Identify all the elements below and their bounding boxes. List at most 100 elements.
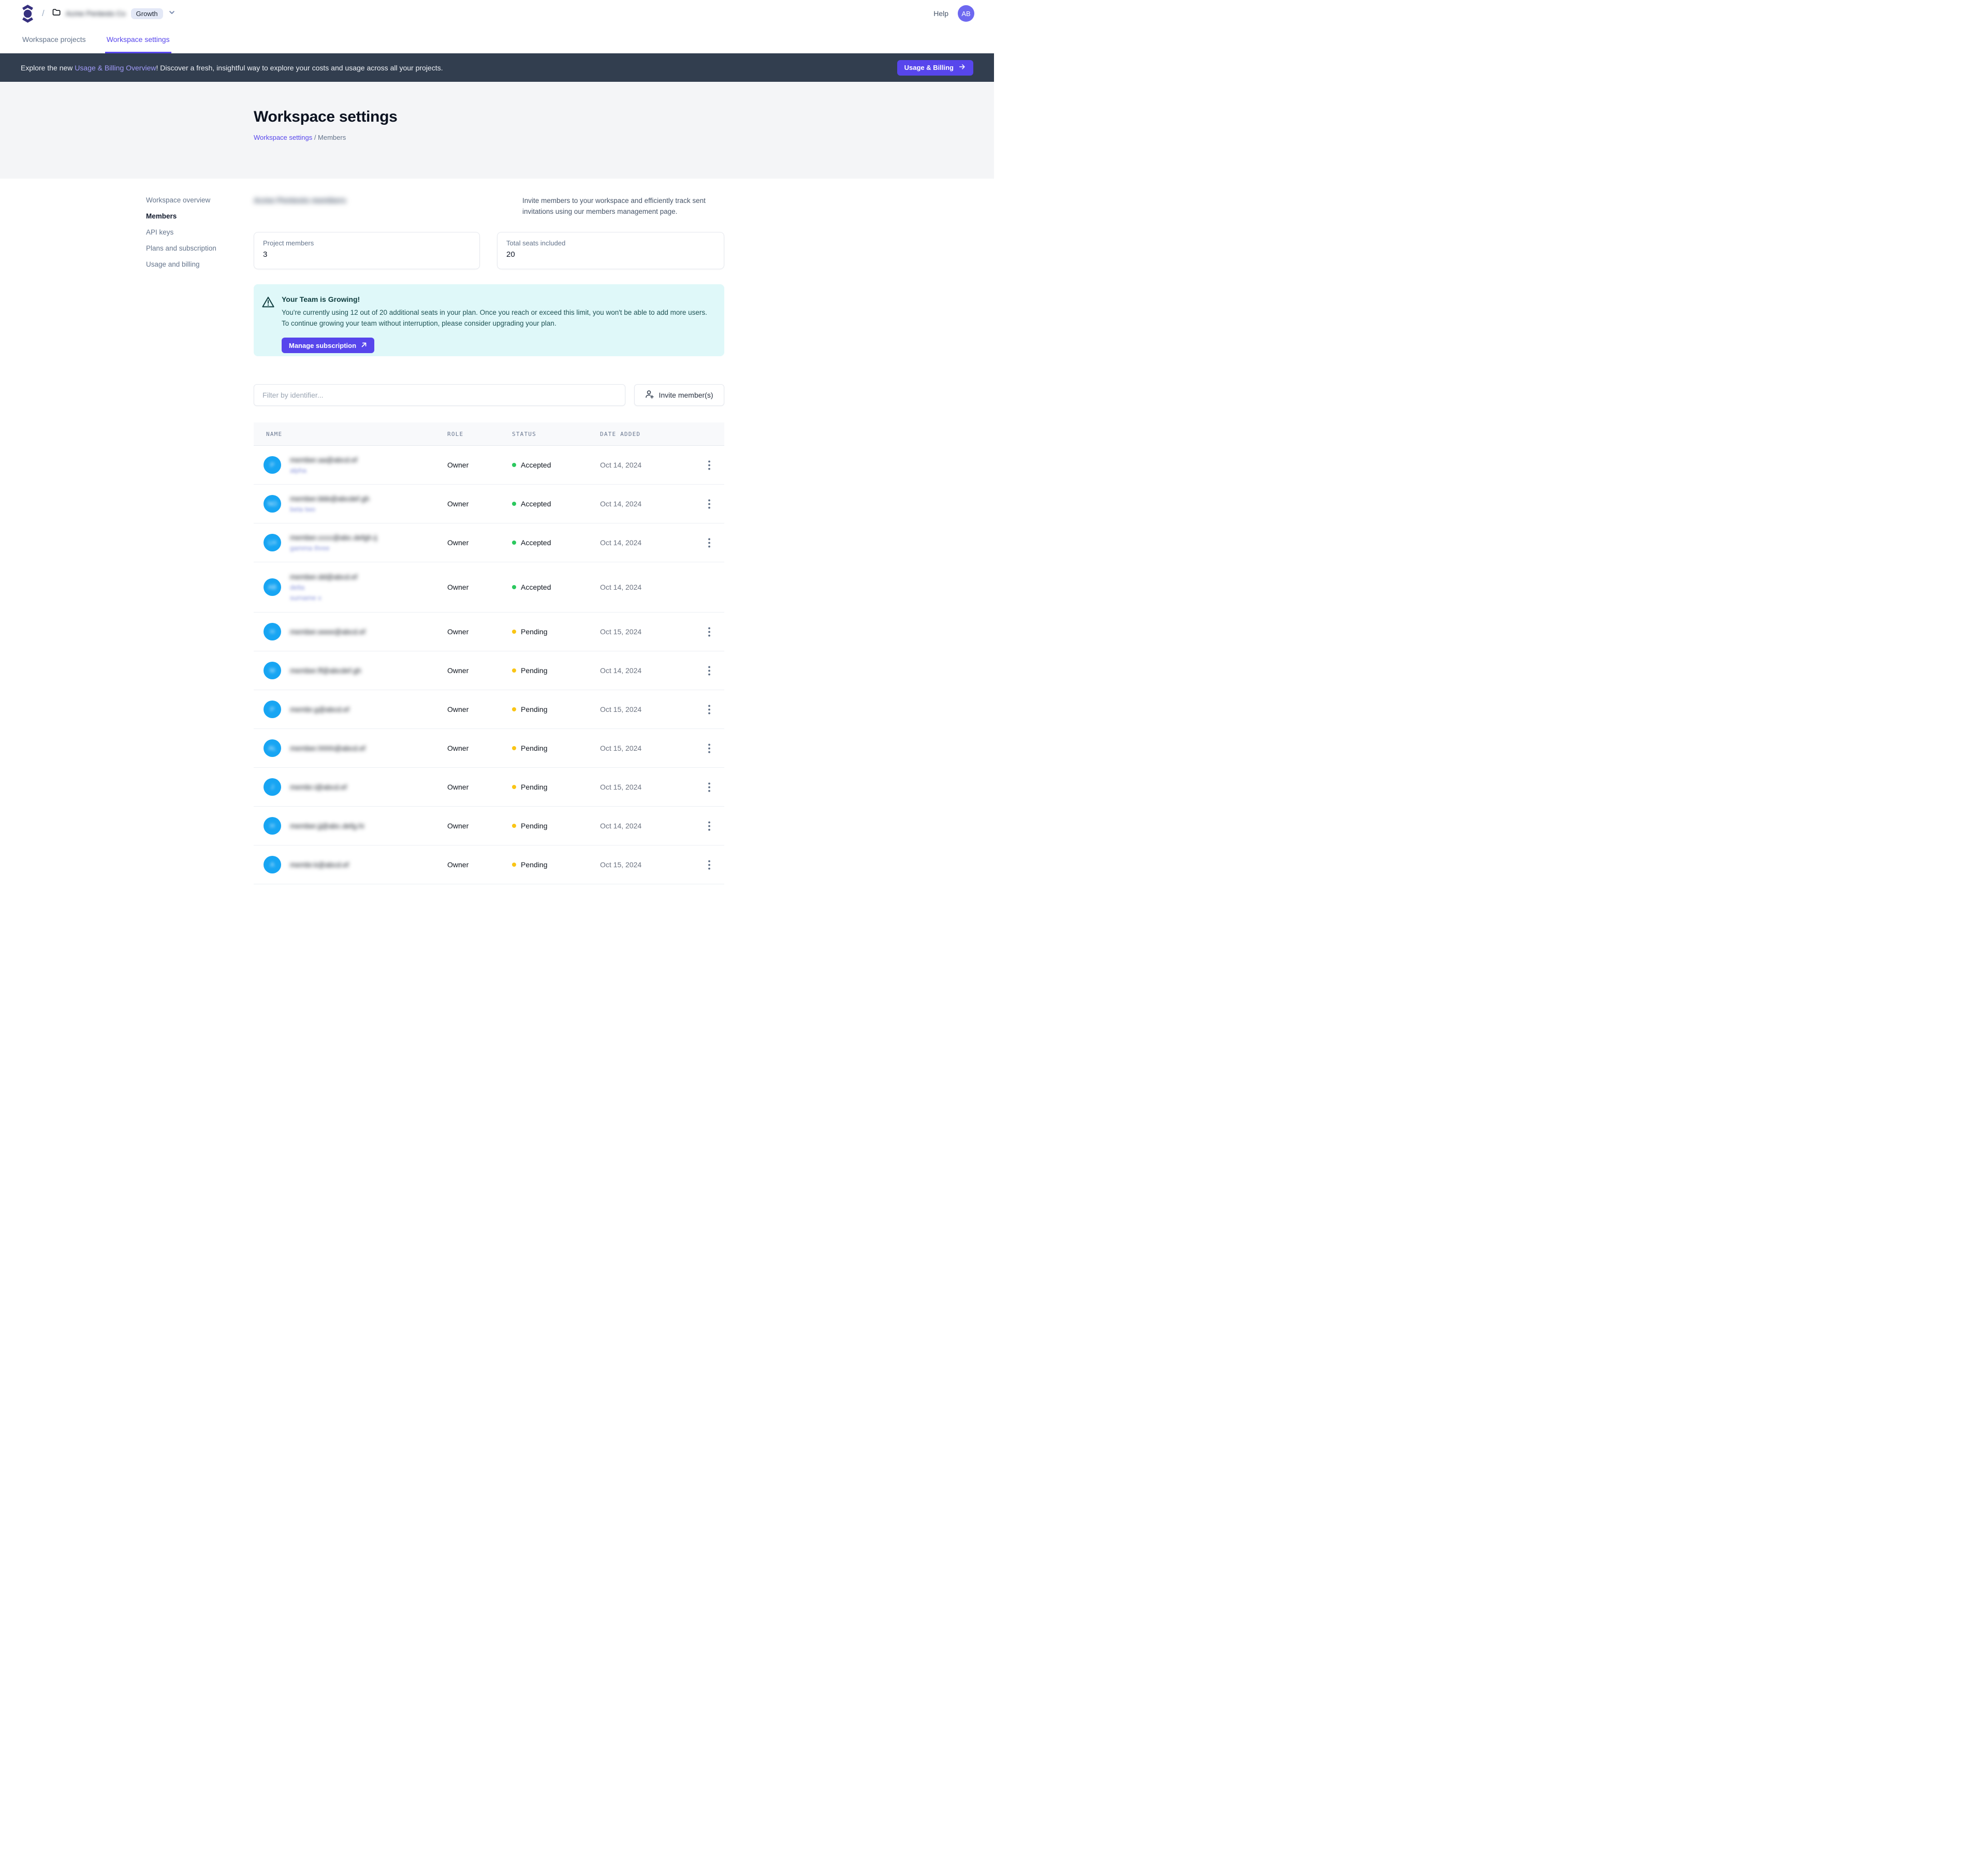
member-email: member.cccc@abc.defgh.ij — [290, 533, 377, 542]
usage-billing-button[interactable]: Usage & Billing — [897, 60, 973, 76]
breadcrumb: Workspace settings / Members — [254, 134, 346, 141]
member-name-link[interactable]: gamma three — [290, 544, 330, 552]
members-table-header: NAME ROLE STATUS DATE ADDED — [254, 422, 724, 446]
breadcrumb-settings-link[interactable]: Workspace settings — [254, 134, 313, 141]
member-avatar: M — [264, 662, 281, 679]
member-date-added: Oct 15, 2024 — [600, 705, 642, 713]
member-email: member.hhhh@abcd.ef — [290, 744, 366, 752]
sidebar-item-members[interactable]: Members — [146, 212, 177, 220]
status-dot-icon — [512, 824, 516, 828]
member-status: Pending — [512, 744, 600, 752]
user-avatar[interactable]: AB — [958, 5, 974, 22]
chevron-down-icon[interactable] — [168, 9, 176, 19]
total-seats-card: Total seats included 20 — [497, 232, 724, 269]
member-email: membr.i@abcd.ef — [290, 783, 347, 791]
member-name-link[interactable]: beta two — [290, 505, 316, 513]
member-name-link[interactable]: delta — [290, 584, 305, 591]
alert-body: You're currently using 12 out of 20 addi… — [282, 309, 707, 327]
member-email: member.eeee@abcd.ef — [290, 628, 366, 636]
alert-title: Your Team is Growing! — [282, 295, 360, 303]
row-menu-button[interactable] — [704, 741, 715, 755]
page-hero: Workspace settings Workspace settings / … — [0, 82, 994, 179]
member-role: Owner — [447, 783, 469, 791]
warning-icon — [261, 295, 275, 356]
project-members-card: Project members 3 — [254, 232, 480, 269]
member-status: Pending — [512, 822, 600, 830]
row-menu-button[interactable] — [704, 458, 715, 472]
member-name-cell: J membr.i@abcd.ef — [254, 778, 447, 796]
member-name-link[interactable]: surname x — [290, 594, 321, 602]
row-menu-button[interactable] — [704, 625, 715, 638]
member-avatar: H — [264, 623, 281, 640]
member-name-link[interactable]: alpha — [290, 466, 306, 474]
table-row: LH member.cccc@abc.defgh.ij gamma three … — [254, 523, 724, 562]
member-email: membr.g@abcd.ef — [290, 705, 349, 713]
member-role: Owner — [447, 538, 469, 547]
sidebar-item-workspace-overview[interactable]: Workspace overview — [146, 196, 211, 204]
tab-workspace-settings[interactable]: Workspace settings — [105, 27, 171, 53]
member-role: Owner — [447, 583, 469, 591]
filter-input[interactable] — [254, 384, 625, 406]
manage-subscription-button[interactable]: Manage subscription — [282, 338, 375, 353]
arrow-up-right-icon — [361, 342, 367, 349]
settings-nav: Workspace overview Members API keys Plan… — [146, 195, 239, 275]
member-name-cell: P member.aa@abcd.ef alpha — [254, 456, 447, 474]
row-menu-button[interactable] — [704, 780, 715, 794]
workspace-switcher[interactable]: Acme Pentests Co Growth — [52, 8, 176, 19]
member-role: Owner — [447, 500, 469, 508]
status-dot-icon — [512, 785, 516, 789]
invite-members-button[interactable]: Invite member(s) — [634, 384, 724, 406]
card-label: Total seats included — [506, 239, 566, 247]
member-role: Owner — [447, 861, 469, 869]
row-menu-button[interactable] — [704, 536, 715, 549]
members-table-body: P member.aa@abcd.ef alpha Owner Accepted… — [254, 446, 724, 884]
team-growing-alert: Your Team is Growing! You're currently u… — [254, 284, 724, 356]
row-menu-button[interactable] — [704, 664, 715, 677]
member-status: Accepted — [512, 583, 600, 591]
card-label: Project members — [263, 239, 314, 247]
breadcrumb-current: Members — [318, 134, 346, 141]
member-status: Pending — [512, 783, 600, 791]
member-name-cell: NO member.bbb@abcdef.gh beta two — [254, 494, 447, 513]
app-logo-icon[interactable] — [21, 4, 34, 23]
status-dot-icon — [512, 630, 516, 634]
member-avatar: AB — [264, 578, 281, 596]
member-status: Pending — [512, 705, 600, 713]
row-menu-button[interactable] — [704, 819, 715, 833]
status-dot-icon — [512, 746, 516, 750]
sidebar-item-plans-subscription[interactable]: Plans and subscription — [146, 244, 216, 252]
column-header-role: ROLE — [447, 430, 464, 438]
row-menu-button[interactable] — [704, 703, 715, 716]
row-menu-button[interactable] — [704, 497, 715, 511]
table-row: AB member.dd@abcd.ef delta surname x Owne… — [254, 562, 724, 613]
sidebar-item-api-keys[interactable]: API keys — [146, 228, 174, 236]
row-menu-button[interactable] — [704, 858, 715, 871]
status-dot-icon — [512, 668, 516, 673]
member-name-cell: H member.jj@abc.defg.hi — [254, 817, 447, 835]
usage-billing-overview-link[interactable]: Usage & Billing Overview — [75, 63, 156, 72]
member-name-cell: AB member.dd@abcd.ef delta surname x — [254, 573, 447, 602]
sidebar-item-usage-billing[interactable]: Usage and billing — [146, 260, 200, 268]
help-link[interactable]: Help — [933, 9, 948, 18]
table-row: M member.ff@abcdef.gh Owner Pending Oct … — [254, 651, 724, 690]
member-avatar: P — [264, 456, 281, 474]
member-role: Owner — [447, 461, 469, 469]
member-role: Owner — [447, 666, 469, 675]
member-date-added: Oct 14, 2024 — [600, 500, 642, 508]
member-date-added: Oct 14, 2024 — [600, 666, 642, 675]
member-role: Owner — [447, 705, 469, 713]
banner-text: Explore the new Usage & Billing Overview… — [21, 63, 443, 72]
table-row: P member.aa@abcd.ef alpha Owner Accepted… — [254, 446, 724, 485]
member-status: Pending — [512, 861, 600, 869]
page: / Acme Pentests Co Growth Help AB — [0, 0, 994, 933]
members-section-description: Invite members to your workspace and eff… — [522, 197, 706, 215]
member-status: Pending — [512, 666, 600, 675]
usage-billing-banner: Explore the new Usage & Billing Overview… — [0, 53, 994, 82]
member-email: member.ff@abcdef.gh — [290, 666, 361, 675]
page-title: Workspace settings — [254, 108, 398, 125]
member-date-added: Oct 14, 2024 — [600, 583, 642, 591]
member-avatar: J — [264, 778, 281, 796]
tab-workspace-projects[interactable]: Workspace projects — [22, 35, 86, 43]
column-header-name: NAME — [266, 430, 283, 438]
member-date-added: Oct 15, 2024 — [600, 861, 642, 869]
